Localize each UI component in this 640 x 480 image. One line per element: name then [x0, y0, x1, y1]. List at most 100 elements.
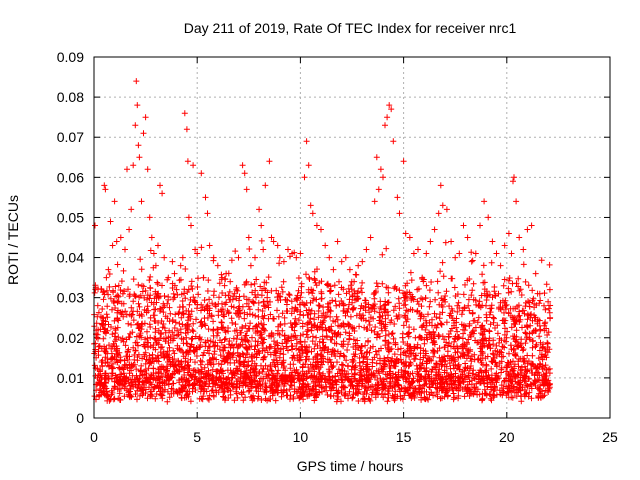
- data-point: [510, 178, 516, 185]
- data-point: [192, 246, 199, 253]
- data-point: [373, 154, 380, 161]
- data-points: [92, 78, 554, 373]
- data-point: [452, 254, 459, 261]
- data-point: [402, 230, 409, 237]
- data-point: [355, 262, 362, 269]
- data-point: [318, 226, 324, 233]
- data-point: [198, 170, 205, 177]
- y-tick-label: 0.03: [57, 290, 84, 306]
- data-point: [235, 254, 242, 261]
- data-point: [511, 174, 517, 181]
- data-point: [443, 206, 450, 213]
- data-point: [394, 194, 401, 201]
- data-point: [477, 222, 483, 229]
- data-point: [130, 162, 137, 169]
- data-point: [150, 250, 157, 257]
- data-point: [245, 234, 252, 241]
- data-point: [346, 266, 353, 273]
- data-point: [439, 202, 446, 209]
- x-tick-label: 15: [396, 429, 412, 445]
- data-point: [338, 258, 345, 265]
- data-point: [545, 298, 552, 305]
- x-tick-label: 20: [499, 429, 515, 445]
- data-point: [289, 250, 296, 257]
- data-point: [184, 158, 191, 165]
- data-point: [142, 114, 149, 121]
- data-point: [390, 138, 397, 145]
- data-point: [134, 102, 141, 109]
- data-point: [460, 222, 467, 229]
- data-point: [122, 246, 128, 253]
- y-axis-label: ROTI / TECUs: [5, 195, 21, 285]
- chart-title: Day 211 of 2019, Rate Of TEC Index for r…: [184, 20, 517, 36]
- data-point: [148, 234, 155, 241]
- data-point: [102, 186, 109, 193]
- x-tick-label: 0: [90, 429, 98, 445]
- data-point: [423, 250, 430, 257]
- y-tick-label: 0.02: [57, 330, 84, 346]
- data-point: [274, 242, 281, 249]
- data-point: [99, 314, 106, 321]
- data-point: [152, 262, 159, 269]
- data-point: [157, 182, 163, 189]
- data-point: [173, 286, 180, 293]
- data-point: [437, 182, 444, 189]
- data-point: [435, 210, 442, 217]
- data-point: [210, 254, 217, 261]
- data-point: [185, 214, 192, 221]
- data-point: [260, 246, 267, 253]
- data-point: [386, 102, 393, 109]
- data-point: [219, 274, 225, 281]
- x-tick-label: 10: [293, 429, 309, 445]
- data-point: [419, 274, 426, 281]
- data-point: [231, 290, 238, 297]
- data-point: [169, 258, 176, 265]
- data-point: [133, 78, 140, 85]
- data-point: [375, 186, 382, 193]
- data-point: [330, 266, 337, 273]
- data-point: [155, 242, 161, 249]
- data-point: [179, 254, 186, 261]
- plot-frame: [93, 56, 611, 419]
- data-point: [128, 206, 135, 213]
- data-point: [400, 158, 407, 165]
- data-point: [144, 166, 151, 173]
- x-tick-label: 5: [193, 429, 201, 445]
- data-point: [485, 214, 492, 221]
- y-tick-label: 0.09: [57, 49, 84, 65]
- data-point: [109, 242, 116, 249]
- data-point: [194, 250, 201, 257]
- data-point: [367, 234, 374, 241]
- data-point: [313, 222, 320, 229]
- data-point: [115, 282, 122, 289]
- data-point: [351, 278, 358, 285]
- data-point: [280, 258, 287, 265]
- y-tick-label: 0.07: [57, 129, 84, 145]
- data-point: [188, 222, 194, 229]
- data-point: [410, 250, 417, 257]
- y-tick-label: 0: [76, 410, 84, 426]
- data-point: [481, 198, 488, 205]
- data-point: [359, 258, 366, 265]
- data-point: [448, 238, 455, 245]
- data-point: [206, 242, 213, 249]
- data-point: [132, 122, 139, 129]
- data-point: [256, 206, 263, 213]
- data-point: [270, 238, 277, 245]
- data-point: [103, 274, 110, 281]
- data-point: [371, 198, 378, 205]
- data-point: [334, 238, 341, 245]
- data-point: [138, 198, 145, 205]
- data-point: [326, 254, 333, 261]
- data-point: [493, 250, 500, 257]
- data-point: [303, 138, 310, 145]
- data-point: [117, 234, 124, 241]
- data-point: [258, 222, 265, 229]
- data-point: [126, 226, 133, 233]
- data-point: [528, 222, 535, 229]
- data-point: [516, 234, 523, 241]
- data-point: [95, 326, 102, 333]
- data-point: [547, 314, 554, 321]
- data-point: [101, 182, 108, 189]
- data-point: [107, 218, 114, 225]
